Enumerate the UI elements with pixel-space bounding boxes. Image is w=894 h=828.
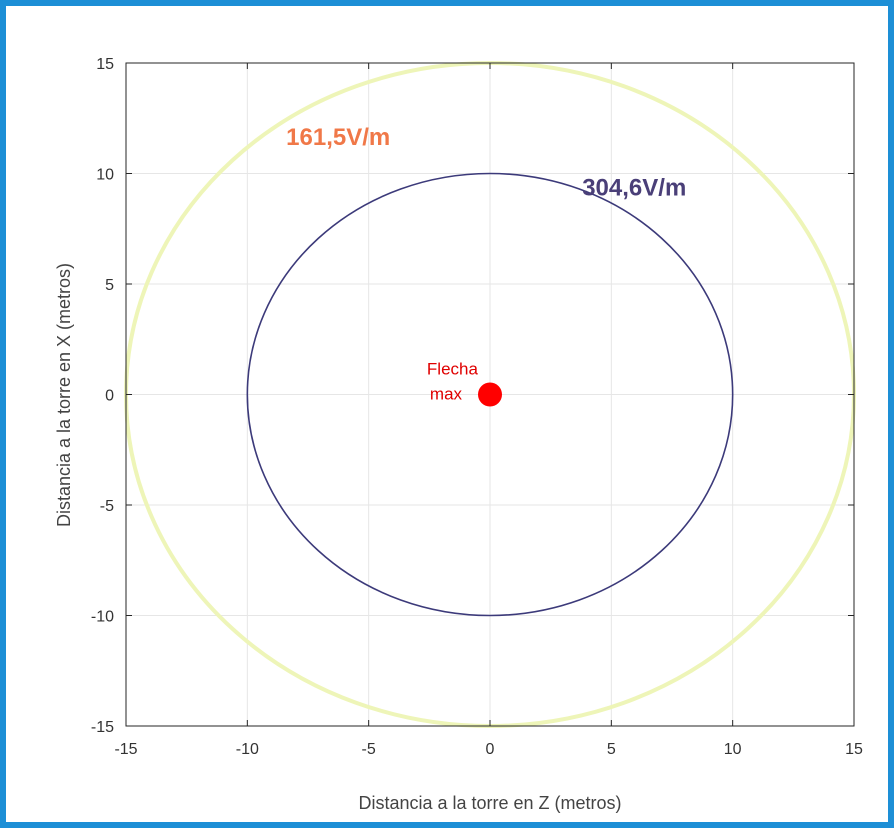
y-tick-label: -5 bbox=[100, 498, 114, 515]
ticks bbox=[125, 62, 855, 727]
x-tick-label: -15 bbox=[114, 741, 137, 758]
annotations: 161,5V/m 304,6V/m Flecha max bbox=[286, 124, 686, 404]
center-point bbox=[478, 382, 502, 407]
annotation-flecha: Flecha bbox=[427, 360, 479, 379]
y-tick-label: -10 bbox=[91, 609, 114, 626]
x-tick-label: 0 bbox=[486, 741, 495, 758]
contour-304-6-v-m bbox=[246, 172, 734, 617]
x-tick-label: -10 bbox=[236, 741, 259, 758]
x-tick-label: 5 bbox=[607, 741, 616, 758]
x-tick-label: 10 bbox=[724, 741, 742, 758]
y-tick-label: 15 bbox=[96, 56, 114, 73]
annotation-304-6-v-m: 304,6V/m bbox=[582, 175, 686, 202]
x-tick-label: -5 bbox=[362, 741, 376, 758]
y-tick-label: -15 bbox=[91, 719, 114, 736]
y-tick-label: 5 bbox=[105, 277, 114, 294]
x-tick-labels: -15 -10 -5 0 5 10 15 bbox=[114, 741, 863, 758]
annotation-161-5-v-m: 161,5V/m bbox=[286, 124, 390, 151]
y-tick-label: 0 bbox=[105, 388, 114, 405]
y-tick-labels: 15 10 5 0 -5 -10 -15 bbox=[91, 56, 114, 736]
x-axis-label: Distancia a la torre en Z (metros) bbox=[358, 793, 621, 813]
y-axis-label: Distancia a la torre en X (metros) bbox=[54, 263, 74, 527]
y-tick-label: 10 bbox=[96, 167, 114, 184]
x-tick-label: 15 bbox=[845, 741, 863, 758]
annotation-max: max bbox=[430, 385, 463, 404]
